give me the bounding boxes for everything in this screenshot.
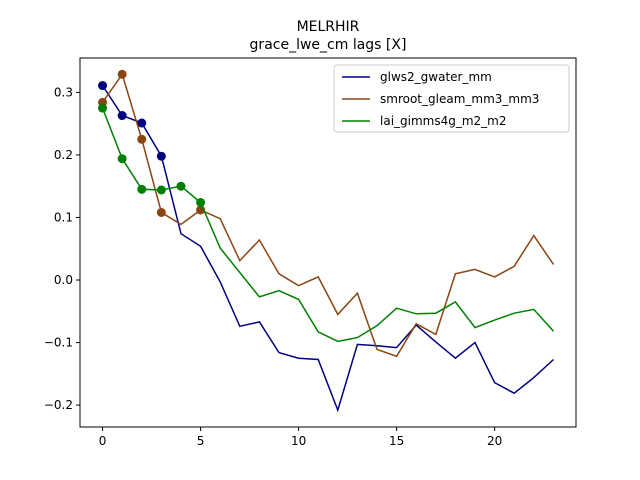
data-point [117,111,127,121]
y-tick-label: 0.3 [54,85,73,99]
data-point [137,118,147,128]
series-line-0 [101,85,555,413]
legend-box [333,64,570,133]
y-tick-label: −0.2 [44,398,73,412]
data-point [196,197,206,207]
series-line-1 [101,72,555,358]
series-layer [98,69,555,413]
y-tick-label: 0.2 [54,148,73,162]
data-point [156,207,166,217]
chart-subtitle: grace_lwe_cm lags [X] [250,37,407,53]
data-point [156,151,166,161]
data-point [137,184,147,194]
legend-label: smroot_gleam_mm3_mm3 [380,92,539,106]
legend-label: lai_gimms4g_m2_m2 [380,114,507,128]
data-point [156,185,166,195]
x-tick-label: 15 [389,434,404,448]
data-point [117,69,127,79]
y-tick-label: −0.1 [44,336,73,350]
x-tick-label: 5 [197,434,205,448]
y-tick-label: 0.1 [54,210,73,224]
data-point [98,103,108,113]
y-axis: −0.2 −0.1 0.0 0.1 0.2 0.3 [44,85,80,412]
data-point [117,154,127,164]
plot-frame [79,57,577,428]
data-point [98,81,108,91]
x-tick-label: 0 [99,434,107,448]
x-tick-label: 20 [487,434,502,448]
chart-title: MELRHIR [297,19,360,35]
y-tick-label: 0.0 [54,273,73,287]
legend-label: glws2_gwater_mm [380,70,492,84]
x-tick-label: 10 [291,434,306,448]
x-axis: 0 5 10 15 20 [99,427,502,448]
data-point [176,181,186,191]
series-line-2 [101,107,555,343]
legend: glws2_gwater_mm smroot_gleam_mm3_mm3 lai_g… [333,64,570,133]
data-point [137,134,147,144]
